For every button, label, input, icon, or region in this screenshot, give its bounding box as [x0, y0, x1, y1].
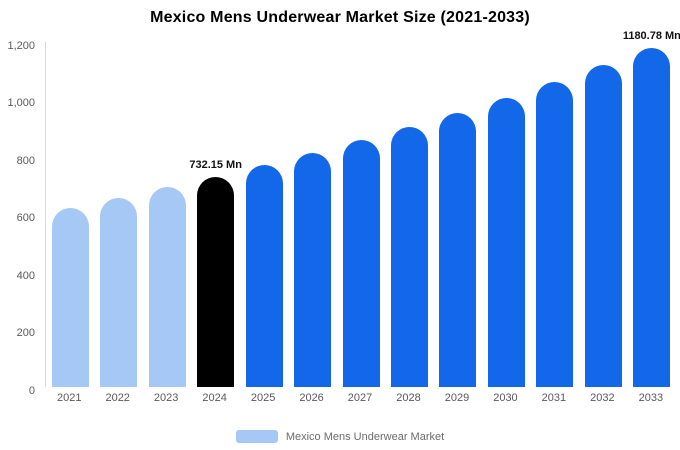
x-tick-label-2027: 2027	[347, 392, 373, 404]
y-tick-label: 1,200	[7, 40, 35, 52]
x-tick-label-2022: 2022	[105, 392, 130, 404]
legend-label: Mexico Mens Underwear Market	[285, 430, 445, 443]
bar-2029	[439, 113, 477, 387]
bar-slot-2030	[482, 42, 530, 387]
x-tick-label-2021: 2021	[56, 392, 82, 404]
bar-2033: 1180.78 Mn	[623, 30, 680, 387]
bar-2022	[100, 198, 138, 387]
x-tick-label-2029: 2029	[444, 392, 470, 404]
bar-2028	[391, 127, 429, 387]
x-tick-label-2028: 2028	[396, 392, 421, 404]
legend: Mexico Mens Underwear Market	[0, 430, 680, 443]
bar-slot-2028	[385, 42, 433, 387]
bar-2026	[294, 153, 332, 387]
bar-slot-2031	[531, 42, 579, 387]
x-tick-label-2030: 2030	[493, 392, 518, 404]
bar-2021	[51, 208, 89, 387]
bar-2023	[148, 187, 186, 387]
bar-slot-2026	[288, 42, 336, 387]
bar-slot-2032	[579, 42, 627, 387]
bar-slot-2033: 1180.78 Mn	[623, 30, 680, 387]
y-tick-label: 0	[28, 385, 35, 397]
bars-container: 732.15 Mn 1180.78 Mn	[46, 30, 680, 387]
bar-2031	[536, 82, 574, 387]
y-tick-label: 400	[16, 270, 35, 282]
bar-slot-2029	[434, 42, 482, 387]
plot-area: 732.15 Mn 1180.78 Mn	[45, 30, 680, 387]
bar-slot-2021	[46, 42, 94, 387]
y-tick-label: 1,000	[7, 97, 35, 109]
y-tick-label: 600	[16, 212, 35, 224]
data-label-2033: 1180.78 Mn	[622, 30, 680, 42]
bar-2024: 732.15 Mn	[189, 159, 242, 387]
bar-2030	[487, 98, 525, 387]
x-tick-label-2026: 2026	[299, 392, 324, 404]
x-tick-label-2024: 2024	[202, 392, 227, 404]
x-tick-label-2023: 2023	[153, 392, 179, 404]
legend-swatch	[235, 430, 278, 443]
bar-2025	[245, 165, 283, 387]
data-label-2024: 732.15 Mn	[189, 159, 242, 171]
bar-slot-2025	[240, 42, 288, 387]
bar-slot-2027	[337, 42, 385, 387]
bar-slot-2022	[94, 42, 142, 387]
bar-2027	[342, 140, 380, 387]
y-tick-label: 800	[16, 155, 35, 167]
x-tick-label-2033: 2033	[638, 392, 664, 404]
bar-2032	[584, 65, 622, 387]
x-tick-label-2031: 2031	[541, 392, 567, 404]
x-tick-label-2025: 2025	[250, 392, 276, 404]
y-tick-label: 200	[16, 327, 35, 339]
x-tick-label-2032: 2032	[590, 392, 615, 404]
x-axis: 2021 2022 2023 2024 2025 2026 2027 2028 2029 2030…	[45, 392, 675, 404]
chart-title: Mexico Mens Underwear Market Size (2021-…	[150, 9, 530, 26]
bar-slot-2023	[143, 42, 191, 387]
bar-slot-2024: 732.15 Mn	[189, 42, 242, 387]
